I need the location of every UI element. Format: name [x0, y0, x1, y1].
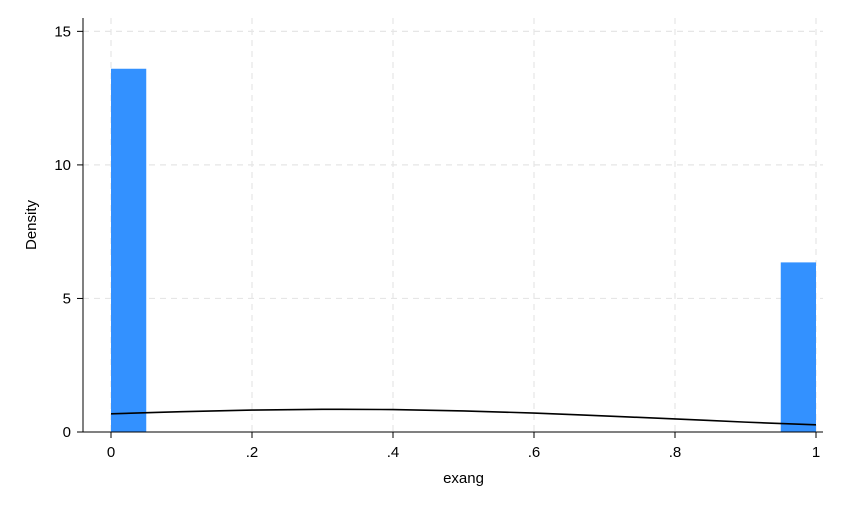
x-tick-label: .8	[669, 444, 682, 461]
x-tick-label: .6	[528, 444, 541, 461]
histogram-bars	[111, 68, 816, 433]
y-tick-label: 15	[54, 23, 71, 40]
x-tick-label: 0	[107, 444, 115, 461]
grid-lines	[83, 18, 823, 432]
x-tick-label: .4	[387, 444, 400, 461]
x-tick-label: 1	[812, 444, 820, 461]
axes	[82, 18, 823, 433]
y-axis-ticks: 0 5 10 15	[54, 23, 83, 441]
x-tick-label: .2	[246, 444, 259, 461]
y-tick-label: 5	[63, 290, 71, 307]
y-axis-title: Density	[23, 199, 40, 250]
density-curve-group	[110, 408, 817, 426]
histogram-bar	[780, 262, 816, 432]
x-axis-ticks: 0 .2 .4 .6 .8 1	[107, 432, 820, 461]
histogram-bar	[111, 68, 147, 433]
x-axis-title: exang	[443, 470, 484, 487]
y-tick-label: 10	[54, 157, 71, 174]
density-curve	[110, 408, 817, 426]
y-tick-label: 0	[63, 424, 71, 441]
